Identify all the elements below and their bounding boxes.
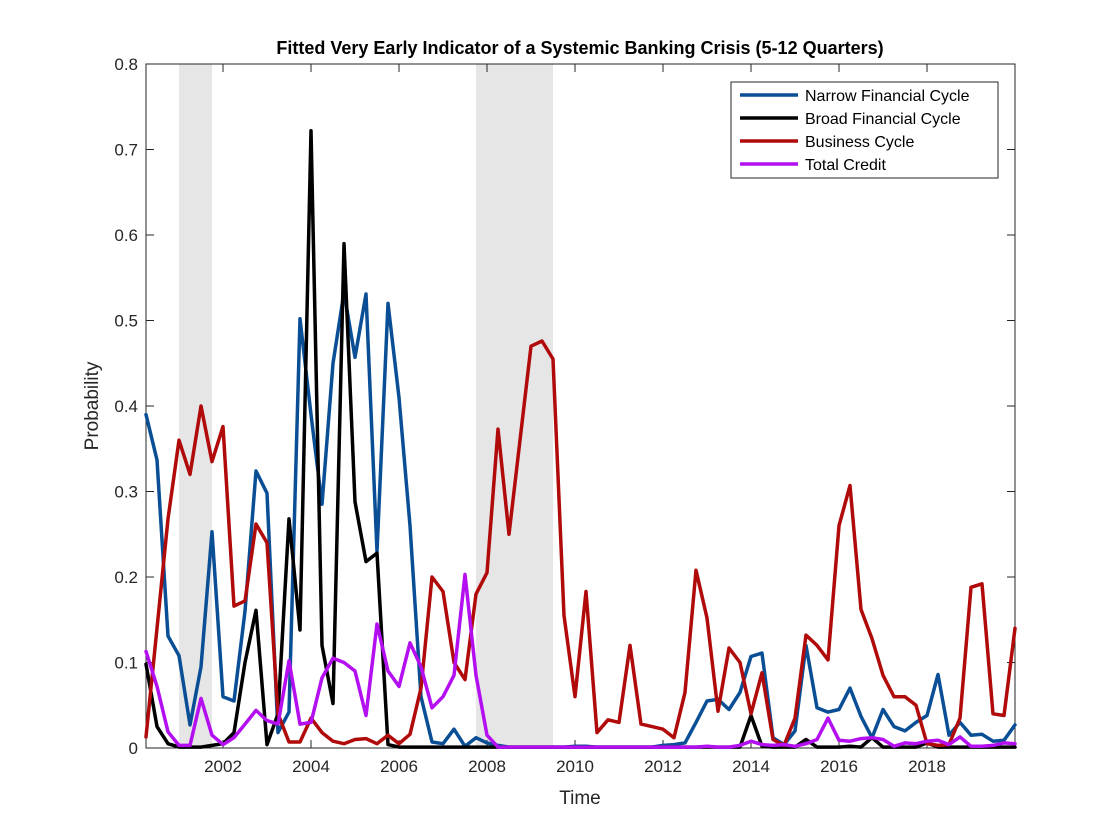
legend-label-1: Narrow Financial Cycle (805, 88, 970, 105)
shaded-period-1 (179, 64, 212, 748)
y-tick-label: 0.5 (114, 312, 138, 331)
y-tick-label: 0 (129, 739, 138, 758)
axis-ticks: 2002 2004 2006 2008 2010 2012 2014 2016 2018 0 0.1… (114, 55, 1015, 776)
legend-label-2: Broad Financial Cycle (805, 111, 961, 128)
x-tick-label: 2002 (204, 757, 242, 776)
x-axis-label: Time (559, 788, 601, 809)
x-tick-label: 2008 (468, 757, 506, 776)
x-tick-label: 2012 (644, 757, 682, 776)
y-tick-label: 0.7 (114, 141, 138, 160)
legend: Narrow Financial Cycle Broad Financial Cy… (730, 81, 999, 179)
y-tick-label: 0.1 (114, 654, 138, 673)
chart-title: Fitted Very Early Indicator of a Systemi… (276, 38, 883, 58)
y-tick-label: 0.8 (114, 55, 138, 74)
legend-box (730, 81, 999, 179)
y-tick-label: 0.6 (114, 226, 138, 245)
shaded-period-2 (476, 64, 553, 748)
series-line-4 (144, 572, 1017, 749)
x-tick-label: 2016 (820, 757, 858, 776)
y-tick-label: 0.4 (114, 397, 138, 416)
x-tick-label: 2006 (380, 757, 418, 776)
x-tick-label: 2010 (556, 757, 594, 776)
x-tick-label: 2014 (732, 757, 770, 776)
x-tick-label: 2004 (292, 757, 330, 776)
data-series (144, 128, 1017, 749)
y-tick-label: 0.2 (114, 568, 138, 587)
legend-label-3: Business Cycle (805, 134, 914, 151)
x-tick-label: 2018 (908, 757, 946, 776)
legend-label-4: Total Credit (805, 157, 886, 174)
shaded-periods (179, 64, 553, 748)
y-axis-label: Probability (82, 361, 103, 450)
series-line-3 (144, 339, 1017, 748)
y-tick-label: 0.3 (114, 483, 138, 502)
